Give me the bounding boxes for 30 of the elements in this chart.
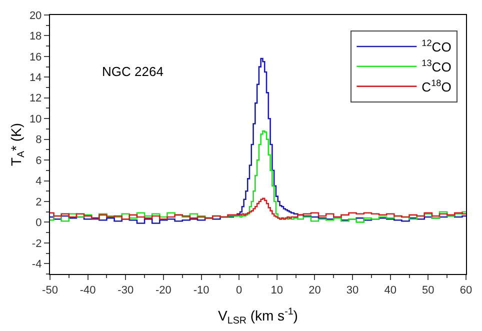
x-tick-label: 20 <box>308 284 321 296</box>
x-tick-label: 60 <box>460 284 472 296</box>
x-tick-label: -30 <box>118 284 134 296</box>
y-tick-label: 0 <box>36 217 42 230</box>
legend-label: $^{12}$CO <box>422 38 452 55</box>
x-tick-label: 30 <box>346 284 359 296</box>
x-tick-label: 10 <box>270 284 284 296</box>
y-tick-label: -4 <box>32 258 42 270</box>
y-tick-label: 20 <box>29 10 42 22</box>
y-tick-label: 10 <box>29 113 42 126</box>
y-tick-label: 4 <box>36 176 42 188</box>
y-tick-label: 16 <box>29 51 42 64</box>
x-tick-label: -50 <box>42 284 58 296</box>
x-tick-label: -40 <box>80 284 96 296</box>
y-tick-label: 6 <box>36 154 42 167</box>
y-tick-label: 12 <box>29 92 42 105</box>
y-tick-label: 8 <box>36 134 42 146</box>
x-tick-label: 50 <box>422 284 434 296</box>
x-axis-title: V$_{LSR}$ (km s$^{-1}$) <box>218 306 298 327</box>
legend-label: C$^{18}$O <box>422 78 452 94</box>
x-tick-label: 40 <box>384 284 396 296</box>
x-tick-label: -20 <box>155 284 172 296</box>
legend-label: $^{13}$CO <box>422 58 452 74</box>
y-tick-label: 14 <box>29 72 42 84</box>
annotation: NGC 2264 <box>102 64 164 79</box>
x-tick-label: -10 <box>193 284 210 296</box>
x-tick-label: 0 <box>236 284 242 296</box>
y-tick-label: -2 <box>32 238 42 250</box>
y-tick-label: 2 <box>36 196 42 208</box>
y-tick-label: 18 <box>29 30 42 43</box>
